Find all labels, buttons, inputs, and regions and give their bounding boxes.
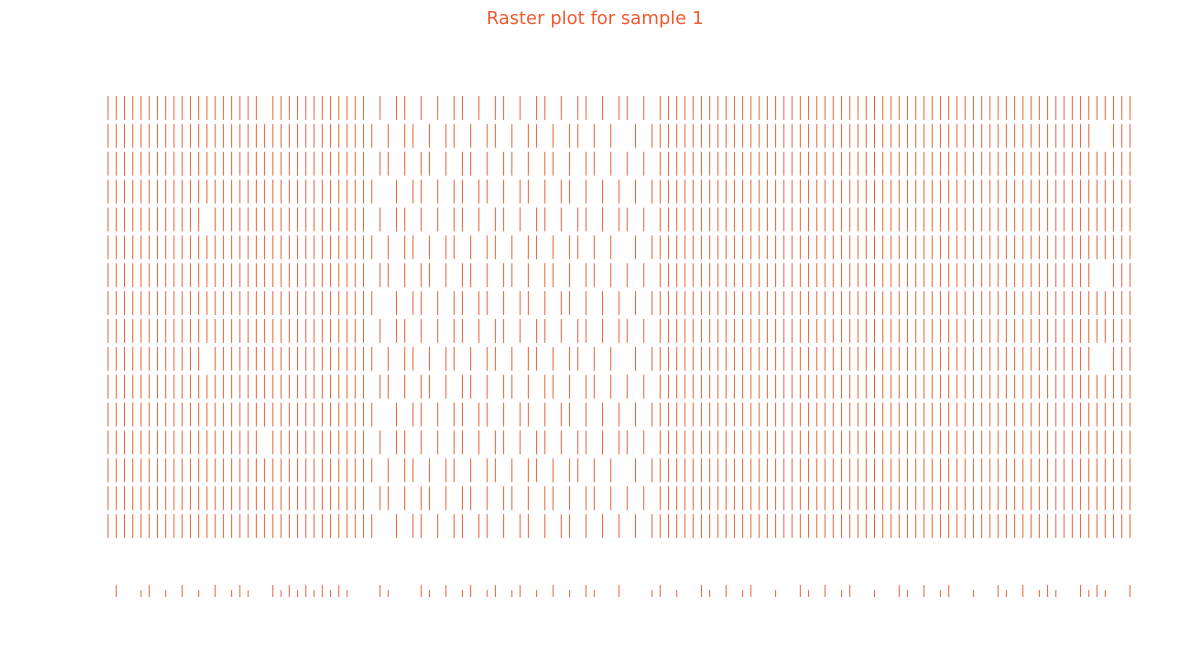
chart-title: Raster plot for sample 1 [486,8,703,29]
